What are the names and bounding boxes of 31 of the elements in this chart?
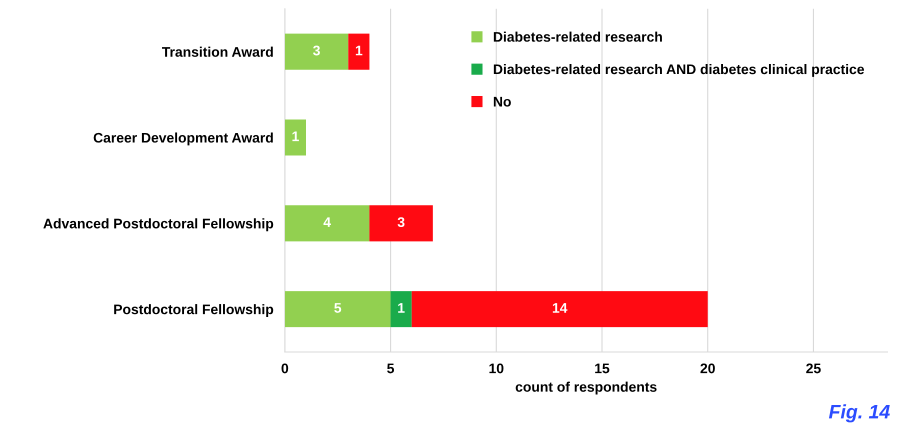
bar — [284, 205, 370, 242]
data-label: 1 — [356, 46, 362, 56]
data-label: 1 — [398, 303, 405, 313]
x-tick-label: 10 — [489, 363, 504, 374]
bar — [369, 205, 433, 242]
legend-label: Diabetes-related research — [494, 32, 662, 42]
data-label: 1 — [292, 132, 299, 142]
x-tick-label: 15 — [595, 364, 610, 374]
data-label: 14 — [552, 303, 568, 313]
bar — [412, 291, 708, 328]
x-axis-title: count of respondents — [516, 382, 657, 395]
x-tick-label: 5 — [387, 364, 394, 374]
y-tick-label: Postdoctoral Fellowship — [114, 304, 274, 318]
bar — [284, 291, 391, 328]
legend-label: No — [494, 96, 511, 107]
legend-label: Diabetes-related research AND diabetes clinical practice — [494, 64, 864, 77]
data-label: 3 — [398, 217, 405, 228]
data-label: 3 — [313, 46, 320, 56]
bar — [284, 119, 306, 156]
x-tick-label: 20 — [700, 363, 715, 374]
data-label: 4 — [323, 217, 331, 227]
y-tick-label: Advanced Postdoctoral Fellowship — [43, 218, 274, 232]
bar — [284, 34, 348, 70]
x-tick-label: 25 — [806, 363, 821, 374]
caption: Fig. 14 — [828, 404, 890, 422]
y-tick-label: Transition Award — [162, 46, 273, 57]
y-tick-label: Career Development Award — [94, 132, 273, 146]
bar — [390, 291, 412, 328]
bar — [348, 34, 370, 70]
data-label: 5 — [334, 303, 342, 313]
x-tick-label: 0 — [282, 363, 288, 374]
